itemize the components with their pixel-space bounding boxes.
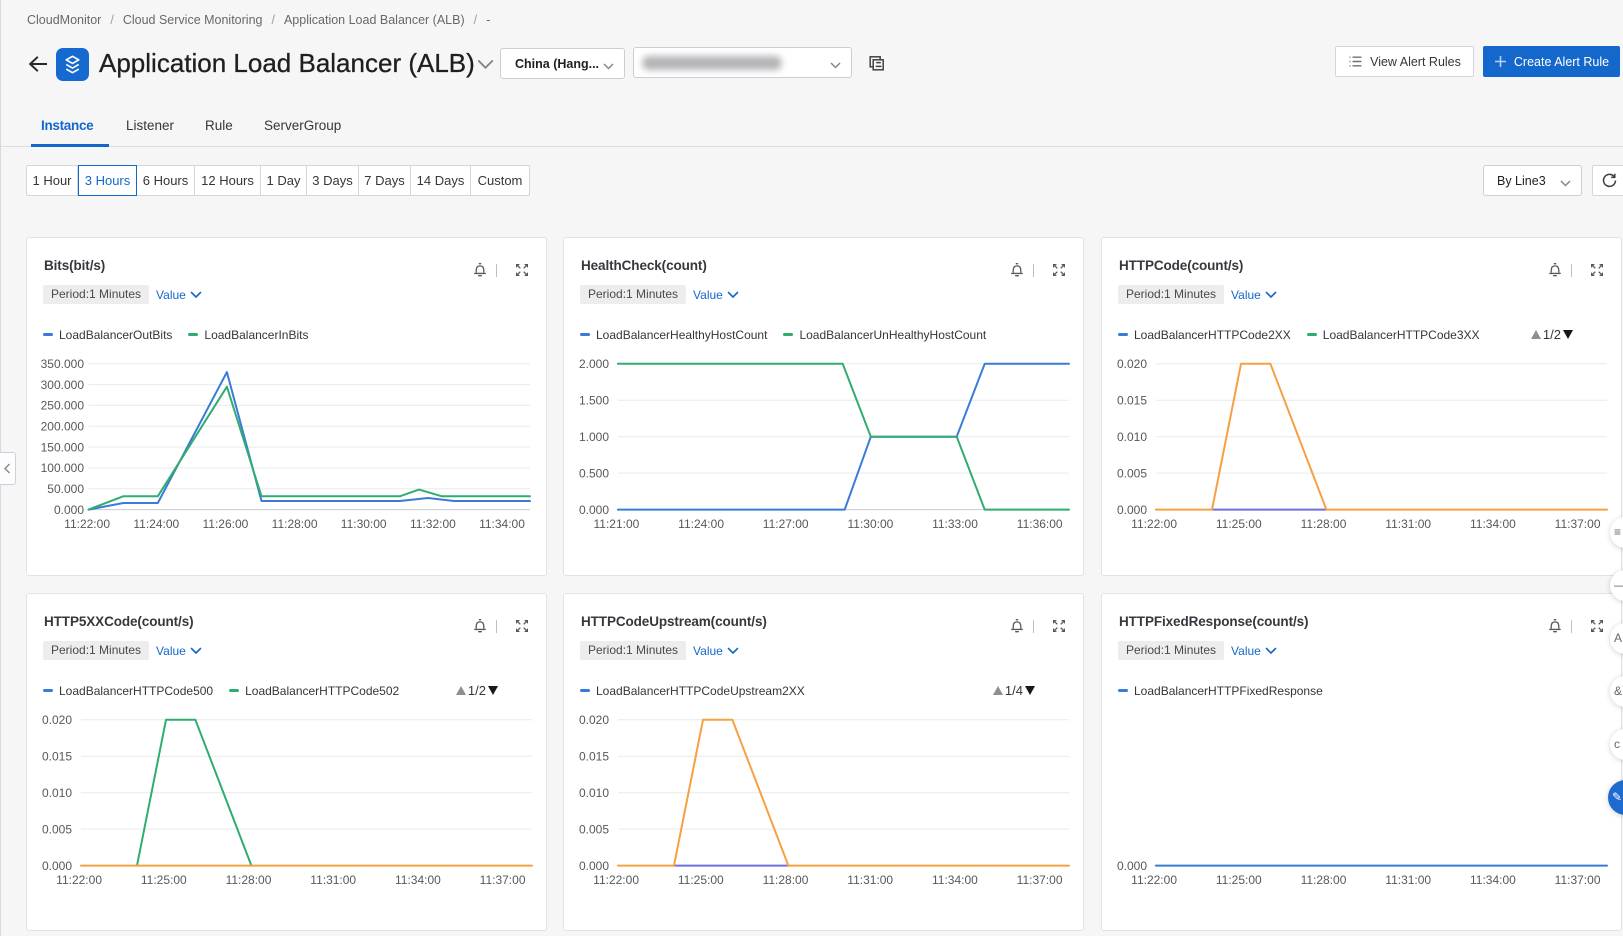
svg-text:200.000: 200.000 bbox=[41, 419, 85, 433]
svg-text:11:25:00: 11:25:00 bbox=[678, 873, 724, 887]
svg-text:11:25:00: 11:25:00 bbox=[141, 873, 187, 887]
svg-text:100.000: 100.000 bbox=[41, 461, 85, 475]
svg-text:0.015: 0.015 bbox=[42, 749, 72, 763]
svg-text:0.005: 0.005 bbox=[42, 822, 72, 836]
svg-text:300.000: 300.000 bbox=[41, 378, 85, 392]
svg-text:0.010: 0.010 bbox=[579, 786, 609, 800]
svg-text:1.500: 1.500 bbox=[579, 393, 609, 407]
svg-text:11:28:00: 11:28:00 bbox=[226, 873, 272, 887]
svg-text:150.000: 150.000 bbox=[41, 440, 85, 454]
svg-text:11:28:00: 11:28:00 bbox=[1301, 517, 1347, 531]
svg-text:0.005: 0.005 bbox=[1117, 466, 1147, 480]
svg-text:11:22:00: 11:22:00 bbox=[56, 873, 102, 887]
svg-text:11:22:00: 11:22:00 bbox=[1131, 873, 1177, 887]
svg-text:0.010: 0.010 bbox=[1117, 430, 1147, 444]
svg-text:0.000: 0.000 bbox=[1117, 859, 1147, 873]
svg-text:0.500: 0.500 bbox=[579, 466, 609, 480]
svg-text:11:22:00: 11:22:00 bbox=[64, 517, 110, 531]
svg-text:0.000: 0.000 bbox=[579, 503, 609, 517]
svg-text:11:31:00: 11:31:00 bbox=[310, 873, 356, 887]
svg-text:11:26:00: 11:26:00 bbox=[202, 517, 248, 531]
svg-text:0.010: 0.010 bbox=[42, 786, 72, 800]
svg-text:11:21:00: 11:21:00 bbox=[593, 517, 639, 531]
svg-text:0.000: 0.000 bbox=[579, 859, 609, 873]
svg-text:11:24:00: 11:24:00 bbox=[678, 517, 724, 531]
svg-text:11:37:00: 11:37:00 bbox=[1555, 873, 1601, 887]
svg-text:11:28:00: 11:28:00 bbox=[763, 873, 809, 887]
svg-text:11:34:00: 11:34:00 bbox=[1470, 873, 1516, 887]
svg-text:11:34:00: 11:34:00 bbox=[479, 517, 525, 531]
svg-text:11:24:00: 11:24:00 bbox=[133, 517, 179, 531]
svg-text:0.000: 0.000 bbox=[1117, 503, 1147, 517]
svg-text:0.020: 0.020 bbox=[579, 713, 609, 727]
svg-text:11:28:00: 11:28:00 bbox=[1301, 873, 1347, 887]
svg-text:0.020: 0.020 bbox=[42, 713, 72, 727]
svg-text:11:22:00: 11:22:00 bbox=[1131, 517, 1177, 531]
svg-text:2.000: 2.000 bbox=[579, 357, 609, 371]
svg-text:11:31:00: 11:31:00 bbox=[847, 873, 893, 887]
svg-text:50.000: 50.000 bbox=[47, 482, 84, 496]
svg-text:0.000: 0.000 bbox=[42, 859, 72, 873]
svg-text:11:31:00: 11:31:00 bbox=[1385, 873, 1431, 887]
svg-text:11:25:00: 11:25:00 bbox=[1216, 517, 1262, 531]
svg-text:11:37:00: 11:37:00 bbox=[480, 873, 526, 887]
svg-text:11:30:00: 11:30:00 bbox=[847, 517, 893, 531]
svg-text:11:34:00: 11:34:00 bbox=[932, 873, 978, 887]
svg-text:11:37:00: 11:37:00 bbox=[1555, 517, 1601, 531]
svg-text:11:27:00: 11:27:00 bbox=[763, 517, 809, 531]
svg-text:0.020: 0.020 bbox=[1117, 357, 1147, 371]
svg-text:11:30:00: 11:30:00 bbox=[341, 517, 387, 531]
svg-text:11:32:00: 11:32:00 bbox=[410, 517, 456, 531]
svg-text:11:34:00: 11:34:00 bbox=[395, 873, 441, 887]
svg-text:0.015: 0.015 bbox=[579, 749, 609, 763]
svg-text:11:31:00: 11:31:00 bbox=[1385, 517, 1431, 531]
svg-text:11:25:00: 11:25:00 bbox=[1216, 873, 1262, 887]
svg-text:11:34:00: 11:34:00 bbox=[1470, 517, 1516, 531]
svg-text:0.005: 0.005 bbox=[579, 822, 609, 836]
svg-text:11:28:00: 11:28:00 bbox=[272, 517, 318, 531]
svg-text:350.000: 350.000 bbox=[41, 357, 85, 371]
svg-text:0.015: 0.015 bbox=[1117, 393, 1147, 407]
svg-text:0.000: 0.000 bbox=[54, 503, 84, 517]
svg-text:11:22:00: 11:22:00 bbox=[593, 873, 639, 887]
svg-text:1.000: 1.000 bbox=[579, 430, 609, 444]
svg-text:11:33:00: 11:33:00 bbox=[932, 517, 978, 531]
svg-text:11:37:00: 11:37:00 bbox=[1017, 873, 1063, 887]
svg-text:11:36:00: 11:36:00 bbox=[1017, 517, 1063, 531]
svg-text:250.000: 250.000 bbox=[41, 399, 85, 413]
